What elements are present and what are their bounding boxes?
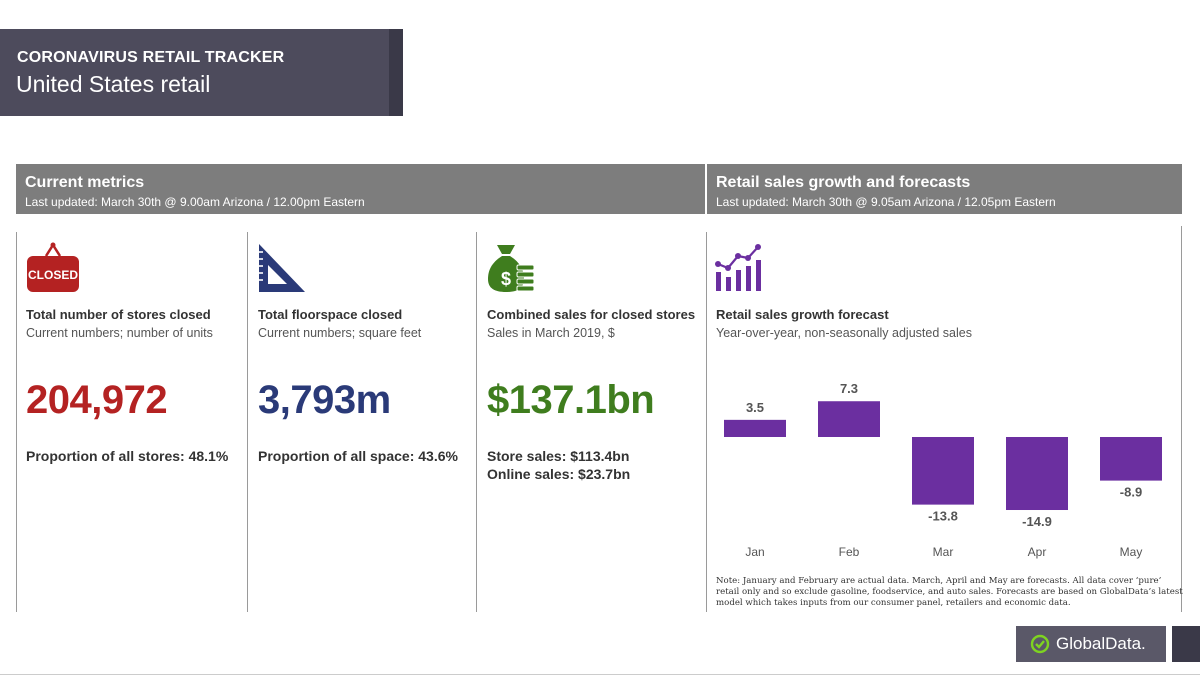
metric-floorspace-closed: Total floorspace closed Current numbers;… (258, 240, 473, 610)
metric-value: $137.1bn (487, 378, 655, 422)
metric-proportion: Proportion of all space: 43.6% (258, 448, 458, 464)
metric-subtitle: Sales in March 2019, $ (487, 326, 615, 340)
bar-may (1100, 437, 1162, 481)
metric-title: Total number of stores closed (26, 307, 211, 322)
metric-value: 204,972 (26, 378, 168, 422)
metric-subtitle: Current numbers; square feet (258, 326, 422, 340)
forecast-updated: Last updated: March 30th @ 9.05am Arizon… (716, 195, 1056, 209)
metric-title: Total floorspace closed (258, 307, 403, 322)
current-metrics-title: Current metrics (25, 174, 145, 191)
banner-subtitle: United States retail (16, 71, 211, 97)
banner-title: CORONAVIRUS RETAIL TRACKER (17, 49, 285, 66)
data-label-may: -8.9 (1120, 485, 1142, 500)
divider (1181, 226, 1182, 612)
forecast-header: Retail sales growth and forecasts Last u… (707, 164, 1182, 214)
data-label-jan: 3.5 (746, 400, 764, 415)
banner-accent-strip (389, 29, 403, 116)
category-label-mar: Mar (933, 545, 954, 559)
bar-feb (818, 401, 880, 437)
online-sales: Online sales: $23.7bn (487, 466, 631, 482)
title-banner: CORONAVIRUS RETAIL TRACKER United States… (0, 29, 403, 116)
category-label-jan: Jan (745, 545, 764, 559)
divider (16, 232, 17, 612)
bar-apr (1006, 437, 1068, 511)
chart-growth-icon (715, 244, 761, 291)
metric-proportion: Proportion of all stores: 48.1% (26, 448, 229, 464)
set-square-icon (259, 244, 305, 292)
footer-rule (0, 674, 1200, 675)
closed-sign-text: CLOSED (28, 268, 78, 282)
category-label-apr: Apr (1028, 545, 1047, 559)
bar-jan (724, 419, 786, 437)
current-metrics-updated: Last updated: March 30th @ 9.00am Arizon… (25, 195, 365, 209)
data-label-mar: -13.8 (928, 509, 958, 524)
money-bag-icon: $ (488, 245, 535, 292)
category-label-may: May (1120, 545, 1143, 559)
metric-title: Combined sales for closed stores (487, 307, 696, 322)
svg-text:$: $ (501, 269, 511, 289)
metric-subtitle: Current numbers; number of units (26, 326, 213, 340)
globaldata-logo: GlobalData. (1016, 626, 1166, 662)
chart-note: Note: January and February are actual da… (716, 576, 1183, 608)
closed-sign-icon: CLOSED (27, 242, 79, 292)
divider (476, 232, 477, 612)
globaldata-logo-text: GlobalData. (1056, 634, 1146, 653)
current-metrics-header: Current metrics Last updated: March 30th… (16, 164, 705, 214)
metric-combined-sales: $ Combined sales for closed stores Sales… (487, 240, 702, 610)
store-sales: Store sales: $113.4bn (487, 448, 630, 464)
forecast-title: Retail sales growth and forecasts (716, 174, 971, 191)
divider (706, 232, 707, 612)
globaldata-logo-icon (1030, 634, 1050, 654)
chart-title: Retail sales growth forecast (716, 307, 889, 322)
metric-value: 3,793m (258, 378, 391, 422)
retail-growth-bar-chart: 3.5 Jan 7.3 Feb -13.8 Mar -14.9 Apr -8.9 May (724, 381, 1162, 559)
bar-mar (912, 437, 974, 505)
chart-subtitle: Year-over-year, non-seasonally adjusted … (716, 326, 972, 340)
data-label-apr: -14.9 (1022, 514, 1052, 529)
data-label-feb: 7.3 (840, 381, 858, 396)
category-label-feb: Feb (839, 545, 860, 559)
logo-accent-strip (1172, 626, 1200, 662)
metric-stores-closed: CLOSED Total number of stores closed Cur… (26, 240, 241, 610)
divider (247, 232, 248, 612)
